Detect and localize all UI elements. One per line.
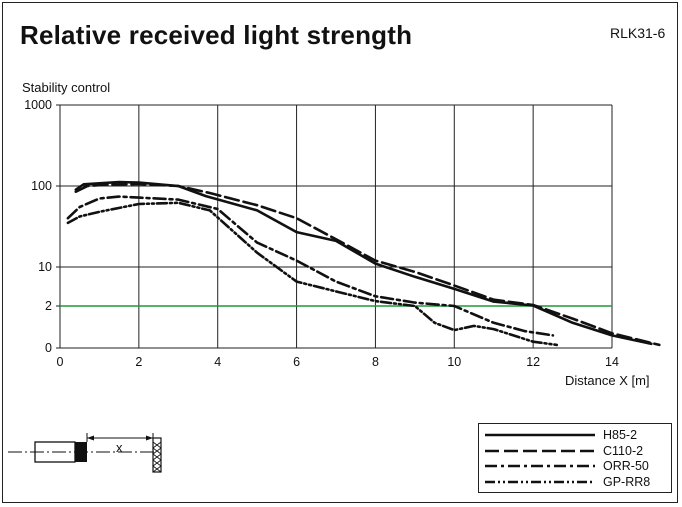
legend: H85-2 C110-2 ORR-50 GP-RR8 bbox=[478, 423, 672, 493]
figure-frame bbox=[2, 2, 678, 503]
chart-grid bbox=[56, 104, 613, 349]
sensor-setup-sketch bbox=[8, 433, 162, 473]
series-line-c110-2 bbox=[74, 182, 661, 347]
x-tick-label: 10 bbox=[447, 355, 461, 369]
legend-label: GP-RR8 bbox=[603, 474, 651, 489]
legend-item: GP-RR8 bbox=[479, 475, 673, 489]
legend-item: ORR-50 bbox=[479, 459, 673, 473]
legend-swatch bbox=[485, 433, 595, 437]
series-line-h85-2 bbox=[74, 180, 653, 346]
series-lines bbox=[66, 180, 661, 347]
legend-label: H85-2 bbox=[603, 428, 638, 442]
reflector bbox=[152, 437, 162, 473]
y-axis-label: Stability control bbox=[22, 80, 111, 95]
y-tick-label: 1000 bbox=[24, 98, 52, 112]
x-tick-label: 14 bbox=[605, 355, 619, 369]
legend-swatch bbox=[485, 464, 595, 468]
x-tick-label: 8 bbox=[372, 355, 379, 369]
x-tick-label: 12 bbox=[526, 355, 540, 369]
sensor-lens bbox=[75, 442, 87, 462]
y-tick-label: 2 bbox=[45, 299, 52, 313]
x-tick-label: 0 bbox=[57, 355, 64, 369]
x-tick-label: 6 bbox=[293, 355, 300, 369]
legend-item: H85-2 bbox=[479, 428, 673, 442]
legend-label: C110-2 bbox=[603, 443, 644, 458]
y-tick-label: 100 bbox=[31, 179, 52, 193]
x-axis-label: Distance X [m] bbox=[565, 373, 650, 388]
distance-symbol: x bbox=[116, 440, 123, 455]
legend-item: C110-2 bbox=[479, 444, 673, 458]
x-tick-label: 2 bbox=[135, 355, 142, 369]
y-tick-label: 0 bbox=[45, 341, 52, 355]
figure-code: RLK31-6 bbox=[610, 25, 666, 41]
series-line-orr-50 bbox=[66, 195, 555, 337]
legend-label: ORR-50 bbox=[603, 459, 649, 473]
y-tick-label: 10 bbox=[38, 260, 52, 274]
axis-ticks: 0 2 4 6 8 10 12 14 0 2 10 100 1000 bbox=[24, 98, 619, 369]
x-tick-label: 4 bbox=[214, 355, 221, 369]
chart-title: Relative received light strength bbox=[20, 20, 413, 50]
legend-swatch bbox=[485, 480, 595, 483]
series-line-gp-rr8 bbox=[66, 201, 559, 347]
legend-swatch bbox=[485, 449, 595, 452]
